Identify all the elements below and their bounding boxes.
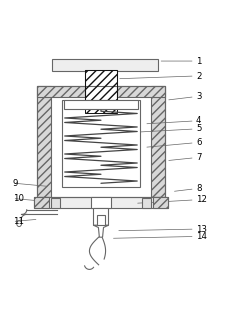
Bar xyxy=(37,86,165,197)
Text: 14: 14 xyxy=(196,232,207,241)
Bar xyxy=(37,86,165,97)
Text: 6: 6 xyxy=(196,138,201,147)
Bar xyxy=(62,100,140,186)
Text: 1: 1 xyxy=(196,57,201,65)
Bar xyxy=(86,70,116,113)
Bar xyxy=(93,208,108,225)
Bar xyxy=(52,60,158,71)
Text: 13: 13 xyxy=(196,225,207,233)
Text: 7: 7 xyxy=(196,153,201,162)
Polygon shape xyxy=(93,225,108,237)
Bar xyxy=(64,100,138,109)
Bar xyxy=(97,215,105,225)
Bar xyxy=(86,70,116,113)
Bar xyxy=(51,97,151,197)
Text: 8: 8 xyxy=(196,184,201,193)
Text: 12: 12 xyxy=(196,195,207,204)
Bar xyxy=(91,197,111,208)
Text: 5: 5 xyxy=(196,125,201,133)
Bar xyxy=(34,197,49,208)
Bar xyxy=(51,198,60,208)
Text: 9: 9 xyxy=(13,179,18,188)
Bar xyxy=(37,86,165,197)
Bar xyxy=(142,198,151,208)
Bar xyxy=(34,197,168,208)
Text: 3: 3 xyxy=(196,92,201,101)
Bar xyxy=(151,86,165,197)
Bar xyxy=(37,86,51,197)
Bar xyxy=(153,197,168,208)
Text: 11: 11 xyxy=(13,217,24,226)
Text: 4: 4 xyxy=(196,116,201,126)
Text: 10: 10 xyxy=(13,194,24,203)
Text: 2: 2 xyxy=(196,72,201,80)
